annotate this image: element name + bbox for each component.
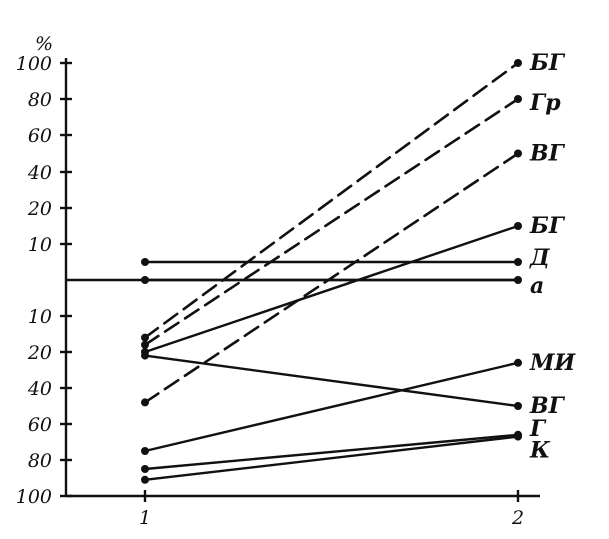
series-line <box>143 224 520 354</box>
series-line <box>143 61 520 339</box>
series-start-point <box>141 276 149 284</box>
series-end-point <box>514 222 522 230</box>
y-tick-label: 10 <box>28 306 52 328</box>
tick-marks: 100 80 60 40 20 10 10 20 40 60 80 100 1 2 <box>16 53 524 529</box>
series-start-point <box>141 258 149 266</box>
series-end-point <box>514 59 522 67</box>
series-line <box>143 435 520 481</box>
series-lines <box>141 59 522 484</box>
series-end-point <box>514 402 522 410</box>
series-end-point <box>514 276 522 284</box>
series-start-point <box>141 351 149 360</box>
series-end-point <box>514 149 522 158</box>
series-end-point <box>514 258 522 266</box>
y-tick-label: 20 <box>27 342 52 364</box>
series-line <box>143 97 520 347</box>
y-tick-label: 40 <box>27 162 52 184</box>
series-start-point <box>141 398 149 407</box>
series-label: К <box>529 438 551 464</box>
series-label: БГ <box>529 50 566 76</box>
series-end-point <box>514 358 522 367</box>
series-start-point <box>141 465 149 473</box>
series-start-point <box>141 340 149 349</box>
y-tick-label: 80 <box>28 450 52 472</box>
series-start-point <box>141 447 149 455</box>
series-line <box>143 152 520 404</box>
series-label: а <box>530 273 544 299</box>
series-line <box>143 361 520 453</box>
series-label: МИ <box>529 350 576 376</box>
series-label: ВГ <box>529 141 566 167</box>
x-tick-label: 1 <box>139 507 151 529</box>
series-end-point <box>514 95 522 103</box>
y-tick-label: 10 <box>28 234 52 256</box>
series-label: ВГ <box>529 393 566 419</box>
y-tick-label: 60 <box>28 125 52 147</box>
y-tick-label: 40 <box>27 378 52 400</box>
series-start-point <box>141 333 149 342</box>
series-end-point <box>514 432 522 441</box>
series-label: Гр <box>529 90 561 116</box>
series-label: БГ <box>529 213 566 239</box>
y-tick-label: 80 <box>28 89 52 111</box>
y-tick-label: 100 <box>16 53 52 75</box>
series-label: Г <box>529 416 547 442</box>
series-start-point <box>141 475 149 484</box>
y-tick-label: 20 <box>27 198 52 220</box>
series-label: Д <box>529 245 550 271</box>
x-tick-label: 2 <box>511 507 524 529</box>
y-tick-label: 100 <box>16 486 52 508</box>
y-axis-label: % <box>35 33 53 55</box>
y-tick-label: 60 <box>28 414 52 436</box>
series-line <box>143 354 520 408</box>
series-line <box>143 433 520 471</box>
